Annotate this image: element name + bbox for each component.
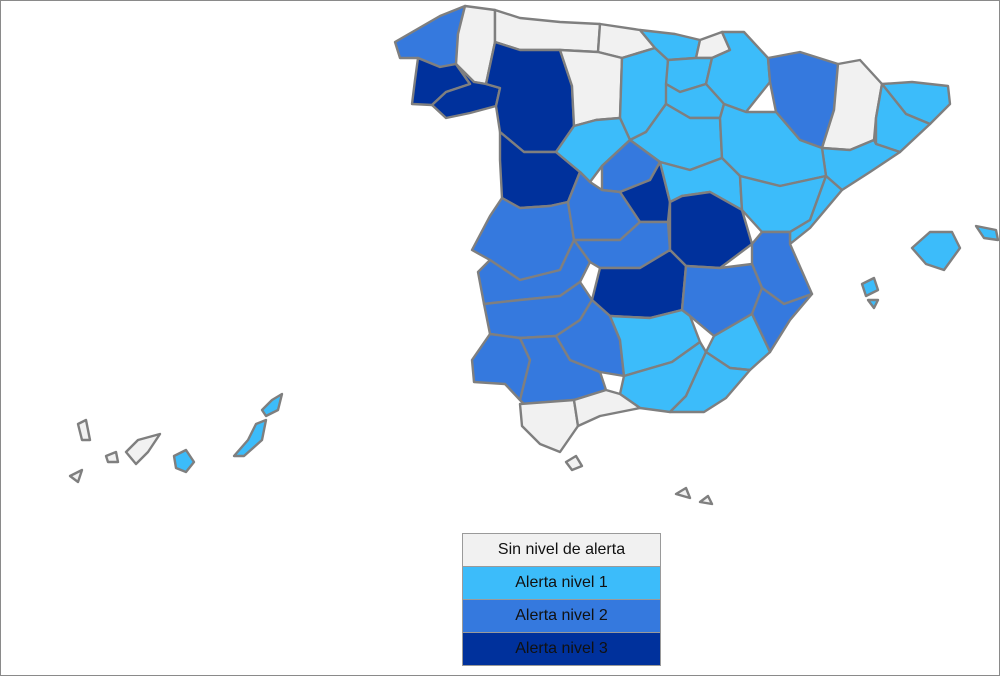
island-menorca[interactable]	[974, 224, 1000, 242]
island-lanzarote[interactable]	[260, 392, 284, 418]
legend-item-level3: Alerta nivel 3	[463, 633, 660, 665]
island-ibiza[interactable]	[860, 276, 880, 298]
legend-label: Sin nivel de alerta	[497, 541, 626, 558]
island-la-palma[interactable]	[76, 418, 92, 442]
legend-item-level1: Alerta nivel 1	[463, 567, 660, 599]
island-formentera[interactable]	[866, 298, 880, 310]
legend-label: Alerta nivel 3	[515, 640, 608, 657]
legend-label: Alerta nivel 2	[515, 607, 608, 624]
island-mallorca[interactable]	[910, 230, 962, 272]
province-almeria[interactable]	[668, 350, 752, 414]
legend-item-none: Sin nivel de alerta	[463, 534, 660, 566]
legend-label: Alerta nivel 1	[515, 574, 608, 591]
city-melilla[interactable]	[674, 486, 692, 500]
island-alboran[interactable]	[698, 494, 714, 506]
province-a-coruna[interactable]	[393, 4, 467, 69]
island-gran-canaria[interactable]	[172, 448, 196, 474]
city-ceuta[interactable]	[564, 454, 584, 472]
alert-legend: Sin nivel de alerta Alerta nivel 1 Alert…	[462, 533, 661, 666]
province-asturias[interactable]	[493, 8, 602, 54]
province-ourense[interactable]	[430, 62, 502, 120]
island-tenerife[interactable]	[124, 432, 162, 466]
province-cadiz[interactable]	[518, 398, 580, 454]
island-la-gomera[interactable]	[104, 450, 120, 464]
island-el-hierro[interactable]	[68, 468, 84, 484]
province-malaga[interactable]	[572, 388, 642, 428]
island-fuerteventura[interactable]	[232, 418, 268, 458]
legend-item-level2: Alerta nivel 2	[463, 600, 660, 632]
